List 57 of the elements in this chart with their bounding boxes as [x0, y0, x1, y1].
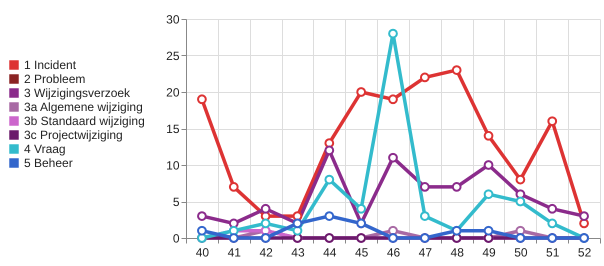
point: [484, 189, 494, 200]
x-tick-label: 45: [354, 246, 369, 260]
x-tick-label: 47: [418, 246, 432, 260]
point: [388, 28, 398, 38]
y-tick-label: 0: [172, 232, 180, 246]
point: [547, 204, 558, 214]
point: [388, 152, 398, 163]
legend-label: 3 Wijzigingsverzoek: [24, 86, 132, 100]
x-tick-label: 51: [546, 246, 560, 260]
y-tick-label: 10: [166, 158, 180, 172]
point: [197, 226, 207, 236]
point: [197, 94, 207, 104]
point: [324, 211, 334, 221]
x-tick-label: 46: [386, 246, 400, 260]
y-tick-label: 25: [166, 49, 180, 63]
x-tick-label: 41: [228, 246, 242, 260]
point: [420, 182, 430, 192]
y-tick-label: 30: [166, 12, 180, 26]
point: [356, 87, 366, 97]
x-tick-label: 50: [514, 246, 528, 260]
y-tick-label: 20: [166, 86, 180, 100]
point: [452, 182, 462, 192]
legend-label: 2 Probleem: [24, 72, 86, 86]
point: [420, 211, 430, 221]
point: [260, 218, 270, 228]
legend-label: 1 Incident: [24, 58, 77, 72]
legend-label: 4 Vraag: [24, 142, 66, 156]
y-tick-label: 15: [166, 122, 180, 136]
legend-label: 5 Beheer: [24, 156, 73, 170]
point: [516, 196, 526, 206]
point: [388, 94, 398, 104]
x-tick-label: 43: [291, 246, 305, 260]
x-tick-label: 48: [450, 246, 464, 260]
point: [452, 65, 462, 75]
point: [516, 174, 526, 184]
point: [420, 72, 430, 82]
point: [484, 130, 494, 141]
point: [356, 204, 366, 214]
point: [547, 116, 558, 126]
x-tick-label: 40: [196, 246, 210, 260]
x-tick-label: 52: [578, 246, 592, 260]
point: [197, 211, 207, 221]
x-tick-label: 49: [482, 246, 496, 260]
point: [324, 174, 334, 184]
x-tick-label: 44: [323, 246, 337, 260]
legend-label: 3b Standaard wijziging: [24, 114, 145, 128]
point: [228, 182, 239, 192]
point: [547, 218, 558, 228]
point: [484, 160, 494, 170]
y-tick-label: 5: [172, 195, 180, 209]
point: [324, 146, 334, 156]
point: [579, 211, 589, 221]
legend-label: 3a Algemene wijziging: [24, 100, 143, 114]
legend-label: 3c Projectwijziging: [24, 128, 123, 142]
point: [260, 204, 270, 214]
point: [484, 226, 494, 236]
x-tick-label: 42: [259, 246, 274, 260]
